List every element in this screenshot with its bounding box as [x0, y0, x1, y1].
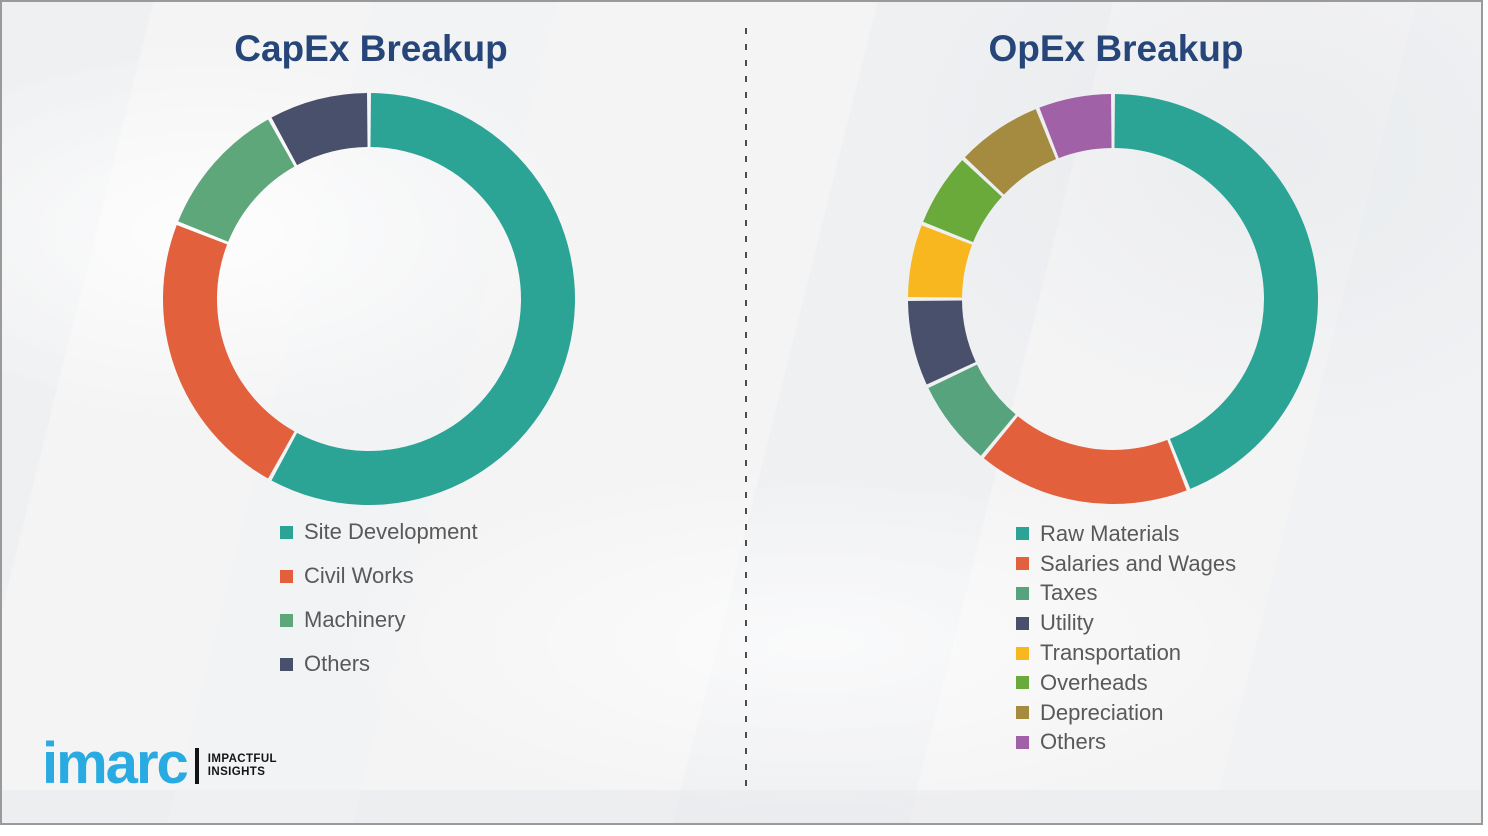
opex-legend-swatch-raw-materials	[1016, 527, 1029, 541]
opex-legend-label-overheads: Overheads	[1040, 669, 1148, 695]
opex-legend-swatch-salaries-and-wages	[1016, 557, 1029, 571]
opex-segment-raw-materials	[1114, 94, 1318, 489]
capex-segment-site-development	[271, 93, 575, 505]
capex-legend-label-others: Others	[304, 651, 371, 676]
capex-segment-others	[271, 93, 368, 166]
opex-legend: Raw Materials Salaries and Wages Taxes Util…	[1016, 519, 1236, 757]
capex-legend: Site Development Civil Works Machinery Othe…	[280, 510, 478, 686]
opex-segment-salaries-and-wages	[983, 416, 1187, 504]
opex-legend-swatch-others	[1016, 735, 1029, 749]
capex-legend-swatch-civil-works	[280, 569, 293, 583]
divider-dashed-line	[745, 28, 747, 790]
opex-legend-label-taxes: Taxes	[1040, 580, 1098, 606]
opex-legend-item-depreciation: Depreciation	[1016, 698, 1236, 728]
opex-segment-depreciation	[964, 109, 1057, 195]
capex-legend-swatch-machinery	[280, 613, 293, 627]
opex-legend-item-transportation: Transportation	[1016, 638, 1236, 668]
opex-segment-overheads	[923, 160, 1002, 243]
capex-legend-item-machinery: Machinery	[280, 598, 478, 642]
opex-legend-label-transportation: Transportation	[1040, 640, 1182, 666]
capex-legend-item-civil-works: Civil Works	[280, 554, 478, 598]
capex-legend-item-others: Others	[280, 642, 478, 686]
imarc-logo: imarc IMPACTFUL INSIGHTS	[42, 735, 277, 793]
opex-legend-swatch-overheads	[1016, 676, 1029, 690]
opex-segment-others	[1039, 94, 1112, 159]
logo-tagline-line2: INSIGHTS	[207, 766, 266, 778]
opex-legend-label-utility: Utility	[1040, 610, 1094, 636]
capex-chart-title: CapEx Breakup	[234, 28, 508, 69]
imarc-logo-tagline: IMPACTFUL INSIGHTS	[208, 753, 277, 778]
opex-legend-swatch-utility	[1016, 616, 1029, 630]
opex-segment-transportation	[908, 225, 973, 298]
capex-legend-label-civil-works: Civil Works	[304, 563, 414, 588]
capex-donut-chart	[163, 93, 575, 505]
opex-legend-swatch-taxes	[1016, 586, 1029, 600]
capex-legend-item-site-development: Site Development	[280, 510, 478, 554]
capex-segment-machinery	[178, 119, 295, 242]
opex-legend-swatch-transportation	[1016, 646, 1029, 660]
opex-legend-item-others: Others	[1016, 728, 1236, 758]
opex-segment-utility	[908, 300, 976, 385]
capex-segment-civil-works	[163, 225, 295, 479]
opex-chart-title: OpEx Breakup	[988, 28, 1244, 69]
opex-legend-label-raw-materials: Raw Materials	[1040, 520, 1180, 546]
opex-legend-item-salaries-and-wages: Salaries and Wages	[1016, 549, 1236, 579]
capex-legend-swatch-site-development	[280, 525, 293, 539]
opex-legend-swatch-depreciation	[1016, 706, 1029, 720]
opex-legend-item-raw-materials: Raw Materials	[1016, 519, 1236, 549]
opex-donut-chart	[908, 94, 1318, 504]
capex-legend-swatch-others	[280, 657, 293, 671]
imarc-logo-separator-bar	[194, 748, 199, 784]
logo-tagline-line1: IMPACTFUL	[207, 753, 277, 766]
imarc-logo-text: imarc	[42, 731, 189, 796]
capex-legend-label-machinery: Machinery	[304, 607, 406, 632]
opex-legend-label-depreciation: Depreciation	[1040, 699, 1164, 725]
capex-legend-label-site-development: Site Development	[304, 519, 478, 544]
opex-legend-item-overheads: Overheads	[1016, 668, 1236, 698]
opex-legend-label-salaries-and-wages: Salaries and Wages	[1040, 550, 1237, 576]
opex-segment-taxes	[928, 364, 1016, 456]
opex-legend-item-utility: Utility	[1016, 608, 1236, 638]
opex-legend-label-others: Others	[1040, 729, 1107, 755]
opex-legend-item-taxes: Taxes	[1016, 579, 1236, 609]
